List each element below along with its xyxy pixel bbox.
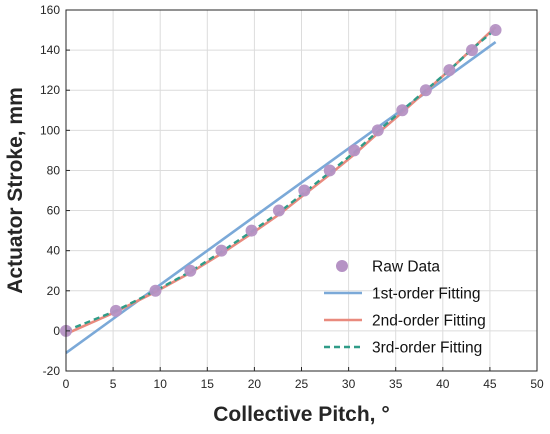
legend: Raw Data 1st-order Fitting 2nd-order Fitti…: [324, 259, 486, 357]
y-tick-label: 20: [47, 284, 61, 298]
y-tick-label: 80: [47, 163, 61, 177]
raw-data-point: [396, 104, 409, 117]
x-tick-label: 20: [248, 377, 262, 391]
x-tick-label: 50: [530, 377, 544, 391]
x-tick-label: 30: [342, 377, 356, 391]
x-axis-ticks: 0 5 10 15 20 25 30 35 40 45 50: [63, 367, 544, 391]
x-tick-label: 40: [436, 377, 450, 391]
y-axis-ticks: -20 0 20 40 60 80 100 120 140 160: [40, 3, 70, 378]
x-tick-label: 10: [154, 377, 168, 391]
legend-marker-raw-data: [336, 260, 348, 272]
y-tick-label: 60: [47, 204, 61, 218]
plot-points: [60, 24, 502, 337]
y-tick-label: 120: [40, 83, 60, 97]
x-tick-label: 45: [483, 377, 497, 391]
raw-data-point: [348, 144, 361, 157]
raw-data-point: [272, 204, 285, 217]
x-tick-label: 35: [389, 377, 403, 391]
y-tick-label: 0: [53, 324, 60, 338]
y-tick-label: 140: [40, 43, 60, 57]
raw-data-point: [298, 184, 311, 197]
raw-data-point: [149, 284, 162, 297]
y-axis-label: Actuator Stroke, mm: [4, 87, 27, 294]
x-tick-label: 5: [110, 377, 117, 391]
raw-data-point: [184, 264, 197, 277]
y-tick-label: 160: [40, 3, 60, 17]
legend-entry-label: 1st-order Fitting: [372, 286, 481, 303]
raw-data-point: [466, 44, 479, 57]
y-tick-label: 100: [40, 123, 60, 137]
x-tick-label: 25: [295, 377, 309, 391]
raw-data-point: [109, 304, 122, 317]
x-tick-label: 0: [63, 377, 70, 391]
raw-data-point: [489, 24, 502, 37]
raw-data-point: [419, 84, 432, 97]
legend-entry-label: 3rd-order Fitting: [372, 340, 482, 357]
x-tick-label: 15: [201, 377, 215, 391]
y-tick-label: -20: [43, 364, 61, 378]
x-axis-label: Collective Pitch, °: [213, 403, 389, 426]
legend-entry-label: Raw Data: [372, 259, 440, 276]
series-line-3: [65, 28, 497, 333]
raw-data-point: [245, 224, 258, 237]
plot-lines: [65, 26, 497, 354]
raw-data-point: [443, 64, 456, 77]
y-tick-label: 40: [47, 244, 61, 258]
raw-data-point: [371, 124, 384, 137]
raw-data-point: [215, 244, 228, 257]
raw-data-point: [323, 164, 336, 177]
legend-entry-label: 2nd-order Fitting: [372, 313, 486, 330]
